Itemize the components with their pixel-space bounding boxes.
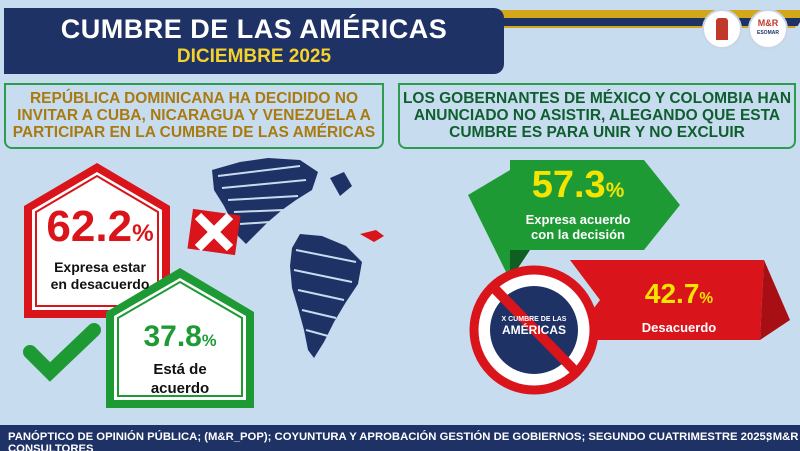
agree-label-line2: acuerdo: [150, 380, 210, 397]
no-summit-badge-icon: [469, 265, 599, 395]
disagree-percentage: 62.2%: [30, 204, 170, 257]
lighthouse-icon: [716, 18, 728, 40]
left-headline-box: REPÚBLICA DOMINICANA HA DECIDIDO NO INVI…: [4, 83, 384, 149]
left-headline-line: REPÚBLICA DOMINICANA HA DECIDIDO NO: [29, 90, 359, 107]
percent-sign: %: [605, 179, 625, 202]
agree-label-line1: Está de: [153, 361, 207, 378]
disagree-shield: [24, 163, 170, 318]
summit-badge-line2: AMÉRICAS: [501, 323, 566, 337]
page-subtitle: DICIEMBRE 2025: [176, 46, 332, 67]
right-headline-line: LOS GOBERNANTES DE MÉXICO Y COLOMBIA HAN: [402, 90, 792, 107]
left-headline: REPÚBLICA DOMINICANA HA DECIDIDO NO INVI…: [6, 85, 382, 141]
footer-source: PANÓPTICO DE OPINIÓN PÚBLICA; (M&R_POP);…: [8, 431, 799, 451]
agree-decision-label-line2: con la decisión: [531, 227, 625, 242]
mr-logo-text: M&R: [757, 18, 779, 28]
percent-sign: %: [699, 290, 714, 307]
percent-sign: %: [201, 332, 217, 350]
page-number: 3: [766, 431, 773, 443]
disagree-label-line2: en desacuerdo: [50, 276, 150, 292]
agree-percentage: 37.8%: [110, 320, 250, 358]
disagree-decision-value: 42.7: [644, 278, 700, 309]
agree-shield: [106, 268, 254, 408]
left-headline-line: PARTICIPAR EN LA CUMBRE DE LAS AMÉRICAS: [12, 124, 376, 141]
page-title: CUMBRE DE LAS AMÉRICAS: [60, 14, 448, 44]
right-headline: LOS GOBERNANTES DE MÉXICO Y COLOMBIA HAN…: [400, 85, 794, 141]
percent-sign: %: [132, 220, 154, 247]
right-headline-box: LOS GOBERNANTES DE MÉXICO Y COLOMBIA HAN…: [398, 83, 796, 149]
agree-decision-value: 57.3: [531, 164, 606, 206]
left-headline-line: INVITAR A CUBA, NICARAGUA Y VENEZUELA A: [17, 107, 371, 124]
disagree-ribbon: [570, 260, 790, 340]
mr-consultores-logo: [748, 9, 788, 49]
agree-decision-card: 57.3% Expresa acuerdo con la decisión: [512, 164, 644, 242]
disagree-decision-card: 42.7% Desacuerdo: [604, 278, 754, 336]
disagree-card: 62.2% Expresa estar en desacuerdo: [30, 204, 170, 293]
disagree-decision-label: Desacuerdo: [641, 320, 717, 335]
agree-decision-percentage: 57.3%: [512, 164, 644, 212]
disagree-value: 62.2: [46, 202, 133, 251]
right-headline-line: ANUNCIADO NO ASISTIR, ALEGANDO QUE ESTA: [413, 107, 781, 124]
right-headline-line: CUMBRE ES PARA UNIR Y NO EXCLUIR: [449, 124, 745, 141]
esomar-logo-text: ESOMAR: [757, 30, 779, 36]
summit-badge-line1: X CUMBRE DE LAS: [501, 316, 567, 323]
map-stripes: [217, 165, 357, 337]
summit-badge-text: X CUMBRE DE LAS AMÉRICAS: [494, 316, 574, 337]
dominican-republic-marker: [360, 230, 384, 242]
disagree-decision-percentage: 42.7%: [604, 278, 754, 315]
agree-card: 37.8% Está de acuerdo: [110, 320, 250, 398]
green-check-icon: [23, 323, 101, 382]
footer-bar: [0, 425, 800, 451]
title-banner: [4, 8, 504, 74]
agree-value: 37.8: [143, 320, 202, 353]
red-x-icon: [187, 208, 241, 256]
agree-decision-label-line1: Expresa acuerdo: [525, 212, 631, 227]
disagree-label-line1: Expresa estar: [54, 259, 146, 275]
